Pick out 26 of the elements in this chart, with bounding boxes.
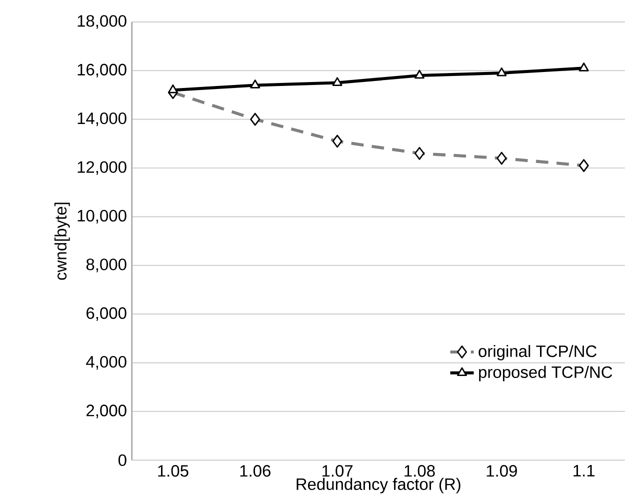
y-tick-label: 14,000 — [78, 112, 126, 126]
x-tick-label: 1.1 — [574, 464, 594, 476]
x-tick-label: 1.09 — [486, 464, 517, 477]
point — [250, 79, 260, 88]
y-tick-label: 18,000 — [78, 14, 126, 29]
point — [578, 62, 589, 72]
x-tick-label: 1.08 — [404, 464, 435, 477]
y-tick-label: 2,000 — [86, 404, 126, 418]
x-tick-label: 1.07 — [322, 464, 353, 477]
legend-label: proposed TCP/NC — [479, 366, 612, 382]
y-tick-label: 0 — [118, 454, 126, 466]
point — [332, 77, 342, 86]
legend-label: original TCP/NC — [478, 344, 597, 360]
x-tick-label: 1.05 — [158, 464, 188, 477]
point — [168, 84, 178, 94]
point — [414, 70, 424, 79]
y-axis-title: cwnd[byte] — [54, 202, 70, 280]
x-tick-label: 1.06 — [240, 464, 270, 477]
y-tick-label: 4,000 — [86, 356, 126, 370]
point — [496, 67, 507, 76]
y-tick-label: 6,000 — [86, 307, 126, 321]
y-tick-label: 10,000 — [78, 210, 126, 224]
y-tick-label: 12,000 — [78, 161, 126, 175]
x-axis-title: Redundancy factor (R) — [296, 478, 460, 494]
y-tick-label: 16,000 — [78, 64, 126, 78]
y-tick-label: 8,000 — [86, 258, 126, 272]
